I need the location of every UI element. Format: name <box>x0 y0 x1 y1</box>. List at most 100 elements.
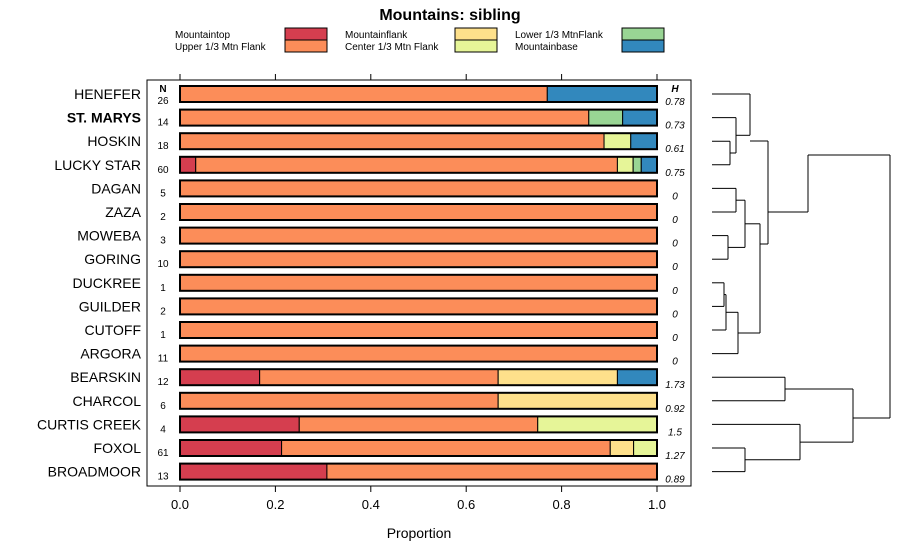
n-value: 3 <box>160 236 166 247</box>
bar-segment <box>179 109 590 127</box>
legend-swatch <box>454 39 498 53</box>
bar-segment <box>179 227 658 245</box>
bar-segment <box>179 368 261 386</box>
bar-segment <box>537 415 658 433</box>
bar-segment <box>588 109 624 127</box>
bar-segment <box>259 368 499 386</box>
plot-border <box>146 79 692 487</box>
h-value: 1.73 <box>665 380 685 391</box>
row-label: HOSKIN <box>87 133 141 149</box>
bar-segment <box>622 109 658 127</box>
h-value: 0 <box>672 239 678 250</box>
bar-segment <box>179 250 658 268</box>
h-value: 0 <box>672 215 678 226</box>
bar-segment <box>195 156 618 174</box>
tick-label: 0.2 <box>266 497 284 512</box>
bar-segment <box>630 132 658 150</box>
h-value: 0.73 <box>665 121 685 132</box>
legend-swatch <box>621 39 665 53</box>
legend-label: Mountaintop <box>175 30 230 41</box>
n-value: 2 <box>160 306 166 317</box>
tick-label: 0.8 <box>553 497 571 512</box>
legend-label: Upper 1/3 Mtn Flank <box>175 42 267 53</box>
n-value: 10 <box>157 259 169 270</box>
bar-outline <box>179 462 658 481</box>
n-header: N <box>159 84 166 95</box>
bar-outline <box>179 108 658 127</box>
h-value: 1.5 <box>668 427 682 438</box>
n-value: 12 <box>157 377 169 388</box>
bar-outline <box>179 85 658 103</box>
bar-segment <box>179 179 658 197</box>
n-value: 5 <box>160 188 166 199</box>
n-value: 4 <box>160 424 166 435</box>
tick-label: 0.4 <box>362 497 380 512</box>
row-label: CUTOFF <box>84 322 141 338</box>
h-value: 1.27 <box>665 451 685 462</box>
legend-label: Mountainbase <box>515 42 578 53</box>
bar-outline <box>179 297 658 316</box>
n-value: 11 <box>158 354 169 365</box>
h-value: 0 <box>672 333 678 344</box>
row-label: DAGAN <box>91 180 141 196</box>
x-axis: 0.0 0.2 0.4 0.6 0.8 1.0 <box>171 74 666 512</box>
h-value: 0.89 <box>665 475 685 486</box>
row-label: MOWEBA <box>77 228 141 244</box>
bar-segment <box>633 439 658 457</box>
row-label: GORING <box>84 251 141 267</box>
bar-segment <box>497 368 618 386</box>
row-label: CURTIS CREEK <box>37 416 142 432</box>
legend-swatch <box>621 27 665 41</box>
bar-segment <box>497 392 658 410</box>
bar-outline <box>179 132 658 151</box>
row-label: BEARSKIN <box>70 369 141 385</box>
bar-segment <box>603 132 632 150</box>
row-label: LUCKY STAR <box>54 157 141 173</box>
bar-outline <box>179 439 658 457</box>
bar-segment <box>616 156 634 174</box>
bar-segment <box>179 415 300 433</box>
tick-label: 0.6 <box>457 497 475 512</box>
row-label: HENEFER <box>74 86 141 102</box>
h-value: 0 <box>672 191 678 202</box>
h-labels: 0.78 0.73 0.61 0.75 0 0 0 0 0 0 0 0 1.73 0.92 1.5 1.27 0… <box>665 97 685 486</box>
bar-segment <box>640 156 658 174</box>
bar-segment <box>281 439 611 457</box>
row-label: GUILDER <box>79 298 141 314</box>
n-value: 14 <box>157 118 169 129</box>
n-value: 13 <box>157 472 169 483</box>
bar-outline <box>179 155 658 174</box>
x-axis-label: Proportion <box>387 525 452 541</box>
row-label: FOXOL <box>94 440 142 456</box>
chart-title: Mountains: sibling <box>379 7 520 24</box>
row-label: ARGORA <box>80 346 141 362</box>
legend-label: Lower 1/3 MtnFlank <box>515 30 604 41</box>
n-value: 1 <box>160 283 166 294</box>
bar-segment <box>298 415 539 433</box>
legend-label: Mountainflank <box>345 30 408 41</box>
bar-segment <box>179 297 658 315</box>
bar-outline <box>179 344 658 363</box>
n-value: 1 <box>160 330 166 341</box>
h-value: 0.92 <box>665 404 685 415</box>
n-value: 6 <box>160 401 166 412</box>
bar-outline <box>179 368 658 387</box>
bar-outline <box>179 273 658 292</box>
bar-segment <box>326 463 658 481</box>
legend-swatch <box>454 27 498 41</box>
h-value: 0 <box>672 357 678 368</box>
n-value: 2 <box>160 212 166 223</box>
bar-segment <box>179 85 548 103</box>
bar-segment <box>609 439 635 457</box>
h-header: H <box>671 84 679 95</box>
h-value: 0 <box>672 309 678 320</box>
tick-label: 1.0 <box>648 497 666 512</box>
n-value: 61 <box>157 448 169 459</box>
bar-segment <box>179 439 283 457</box>
h-value: 0 <box>672 262 678 273</box>
n-value: 18 <box>157 141 169 152</box>
bar-segment <box>179 156 197 174</box>
row-label: ZAZA <box>105 204 141 220</box>
